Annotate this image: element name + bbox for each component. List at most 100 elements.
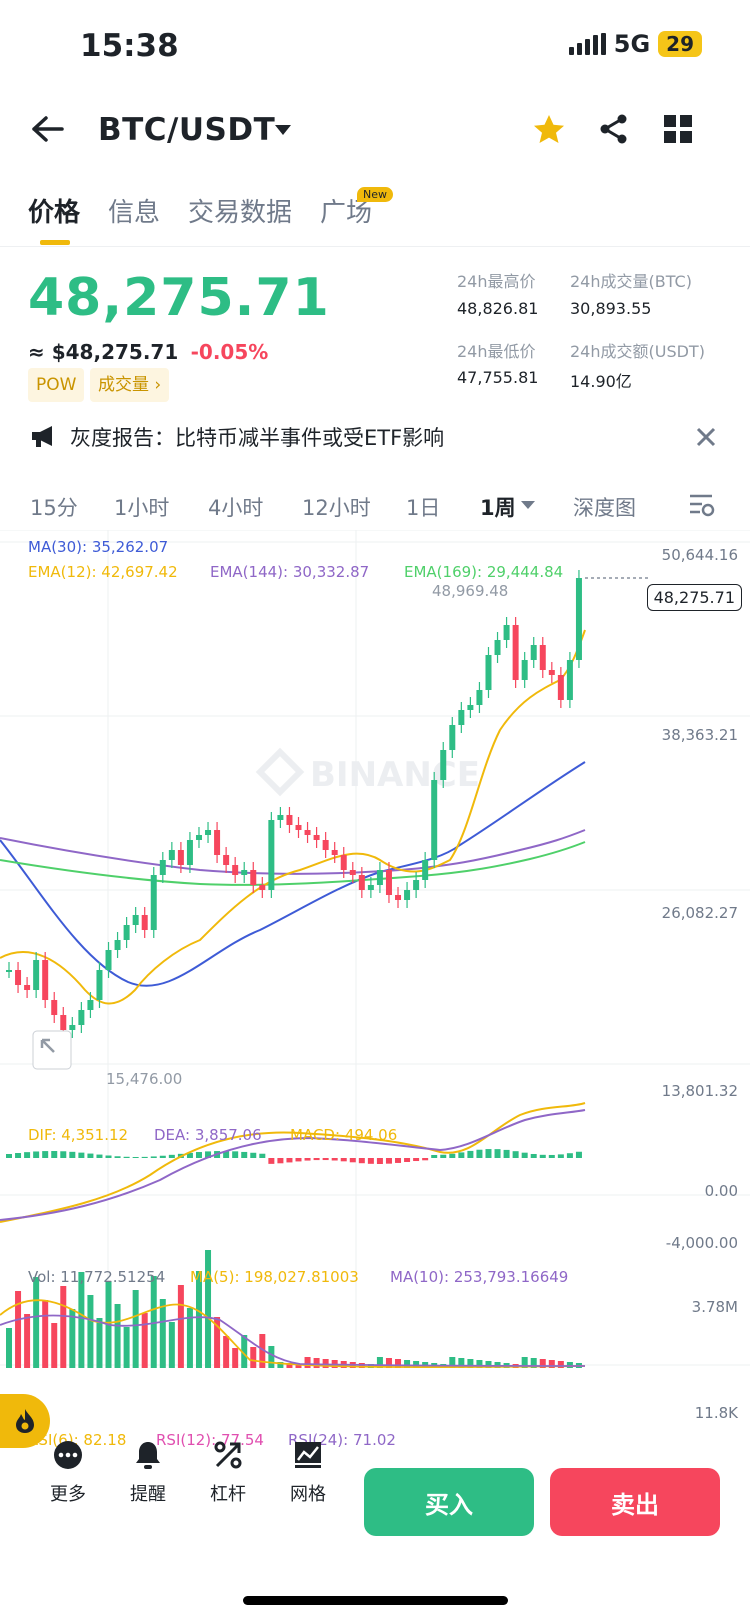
interval-1h[interactable]: 1小时	[114, 496, 170, 520]
binance-watermark: BINANCE	[255, 747, 480, 797]
macd-bar	[268, 1158, 275, 1164]
volume-bar	[141, 1313, 148, 1368]
candle-body	[150, 875, 157, 930]
volume-bar	[322, 1359, 329, 1368]
interval-4h[interactable]: 4小时	[208, 496, 264, 520]
macd-bar	[575, 1151, 582, 1158]
volume-bar	[6, 1328, 12, 1368]
star-icon[interactable]	[532, 113, 566, 145]
tool-leverage[interactable]: 杠杆	[198, 1438, 258, 1506]
pair-title[interactable]: BTC/USDT	[98, 112, 276, 148]
volume-bar	[51, 1323, 58, 1368]
candle-body	[440, 750, 447, 780]
tab-underline	[40, 240, 70, 245]
interval-depth[interactable]: 深度图	[573, 496, 636, 520]
volume-bar	[530, 1358, 537, 1368]
tag-volume[interactable]: 成交量 ›	[90, 368, 170, 402]
volume-bar	[132, 1290, 139, 1368]
volume-bar	[168, 1322, 175, 1368]
interval-caret-icon[interactable]	[520, 500, 536, 510]
macd-bar	[395, 1158, 402, 1163]
candle-body	[340, 855, 347, 870]
vol-label: Vol: 11,772.51254	[28, 1268, 166, 1286]
kline-chart[interactable]: BINANCE	[0, 530, 750, 1410]
status-time: 15:38	[80, 28, 179, 64]
macd-bar	[422, 1158, 429, 1161]
candle-body	[566, 660, 573, 700]
interval-15m[interactable]: 15分	[30, 496, 78, 520]
volume-bar	[539, 1359, 546, 1368]
tool-alert[interactable]: 提醒	[118, 1438, 178, 1506]
macd-bar	[449, 1153, 456, 1158]
tool-grid[interactable]: 网格	[278, 1438, 338, 1506]
tool-more[interactable]: 更多	[38, 1438, 98, 1506]
macd-bar	[159, 1155, 166, 1158]
tab-price[interactable]: 价格	[28, 198, 81, 228]
candle-body	[358, 875, 365, 890]
volume-bar	[376, 1357, 383, 1368]
volume-bar	[214, 1317, 221, 1368]
interval-1w[interactable]: 1周	[480, 496, 516, 520]
volume-bar	[485, 1361, 492, 1368]
candle-body	[557, 675, 564, 700]
macd-bar	[557, 1154, 564, 1158]
volume-bar	[476, 1360, 483, 1368]
interval-1d[interactable]: 1日	[406, 496, 441, 520]
ema144-label: EMA(144): 30,332.87	[210, 563, 370, 581]
interval-12h[interactable]: 12小时	[302, 496, 371, 520]
macd-bar	[367, 1158, 374, 1164]
back-arrow-icon[interactable]	[30, 114, 64, 144]
buy-button[interactable]: 买入	[364, 1468, 534, 1536]
macd-bar	[286, 1158, 293, 1163]
vol-usdt-value: 14.90亿	[570, 372, 632, 391]
candle-body	[404, 890, 411, 900]
price-axis-2: 38,363.21	[661, 726, 738, 744]
notice-text[interactable]: 灰度报告：比特币减半事件或受ETF影响	[70, 426, 445, 450]
sell-button[interactable]: 卖出	[550, 1468, 720, 1536]
hot-float-button[interactable]	[0, 1394, 50, 1448]
candle-body	[195, 835, 202, 840]
low-mark: 15,476.00	[106, 1070, 183, 1088]
volume-bar	[223, 1336, 230, 1368]
reset-zoom-icon[interactable]	[32, 1030, 72, 1070]
tool-more-label: 更多	[50, 1484, 86, 1505]
candle-body	[141, 915, 148, 930]
macd-bar	[485, 1149, 492, 1158]
candle-body	[78, 1010, 85, 1025]
vol-ma10-label: MA(10): 253,793.16649	[390, 1268, 569, 1286]
tab-trade-data[interactable]: 交易数据	[188, 198, 293, 228]
volume-bar	[150, 1276, 157, 1368]
macd-bar	[186, 1152, 193, 1158]
last-price-tag: 48,275.71	[646, 584, 742, 611]
candle-body	[241, 870, 248, 875]
volume-bar	[458, 1358, 465, 1368]
macd-axis-1: 0.00	[704, 1182, 738, 1200]
dea-line	[0, 1109, 586, 1221]
tab-info[interactable]: 信息	[108, 198, 161, 228]
macd-bar	[376, 1158, 383, 1164]
close-icon[interactable]	[695, 426, 717, 448]
tag-pow[interactable]: POW	[28, 368, 85, 402]
volume-bar	[395, 1359, 402, 1368]
macd-bar	[548, 1154, 555, 1158]
candle-body	[69, 1025, 76, 1030]
volume-bar	[232, 1348, 239, 1368]
grid-icon[interactable]	[664, 115, 692, 143]
macd-bar	[15, 1153, 22, 1158]
vol-btc-label: 24h成交量(BTC)	[570, 272, 692, 291]
chart-settings-icon[interactable]	[688, 492, 716, 518]
price-usd: ≈ $48,275.71 -0.05%	[28, 340, 268, 364]
macd-bar	[223, 1151, 230, 1158]
dropdown-caret-icon[interactable]	[274, 124, 292, 136]
tab-square[interactable]: 广场	[320, 198, 373, 228]
candle-body	[449, 725, 456, 750]
signal-icon	[568, 33, 606, 55]
ma30-line	[0, 761, 586, 987]
volume-bar	[295, 1364, 302, 1368]
candle-body	[15, 970, 22, 985]
volume-bar	[205, 1250, 212, 1368]
candle-body	[33, 960, 40, 990]
volume-bar	[521, 1357, 528, 1368]
share-icon[interactable]	[598, 113, 630, 145]
macd-bar	[205, 1151, 212, 1158]
